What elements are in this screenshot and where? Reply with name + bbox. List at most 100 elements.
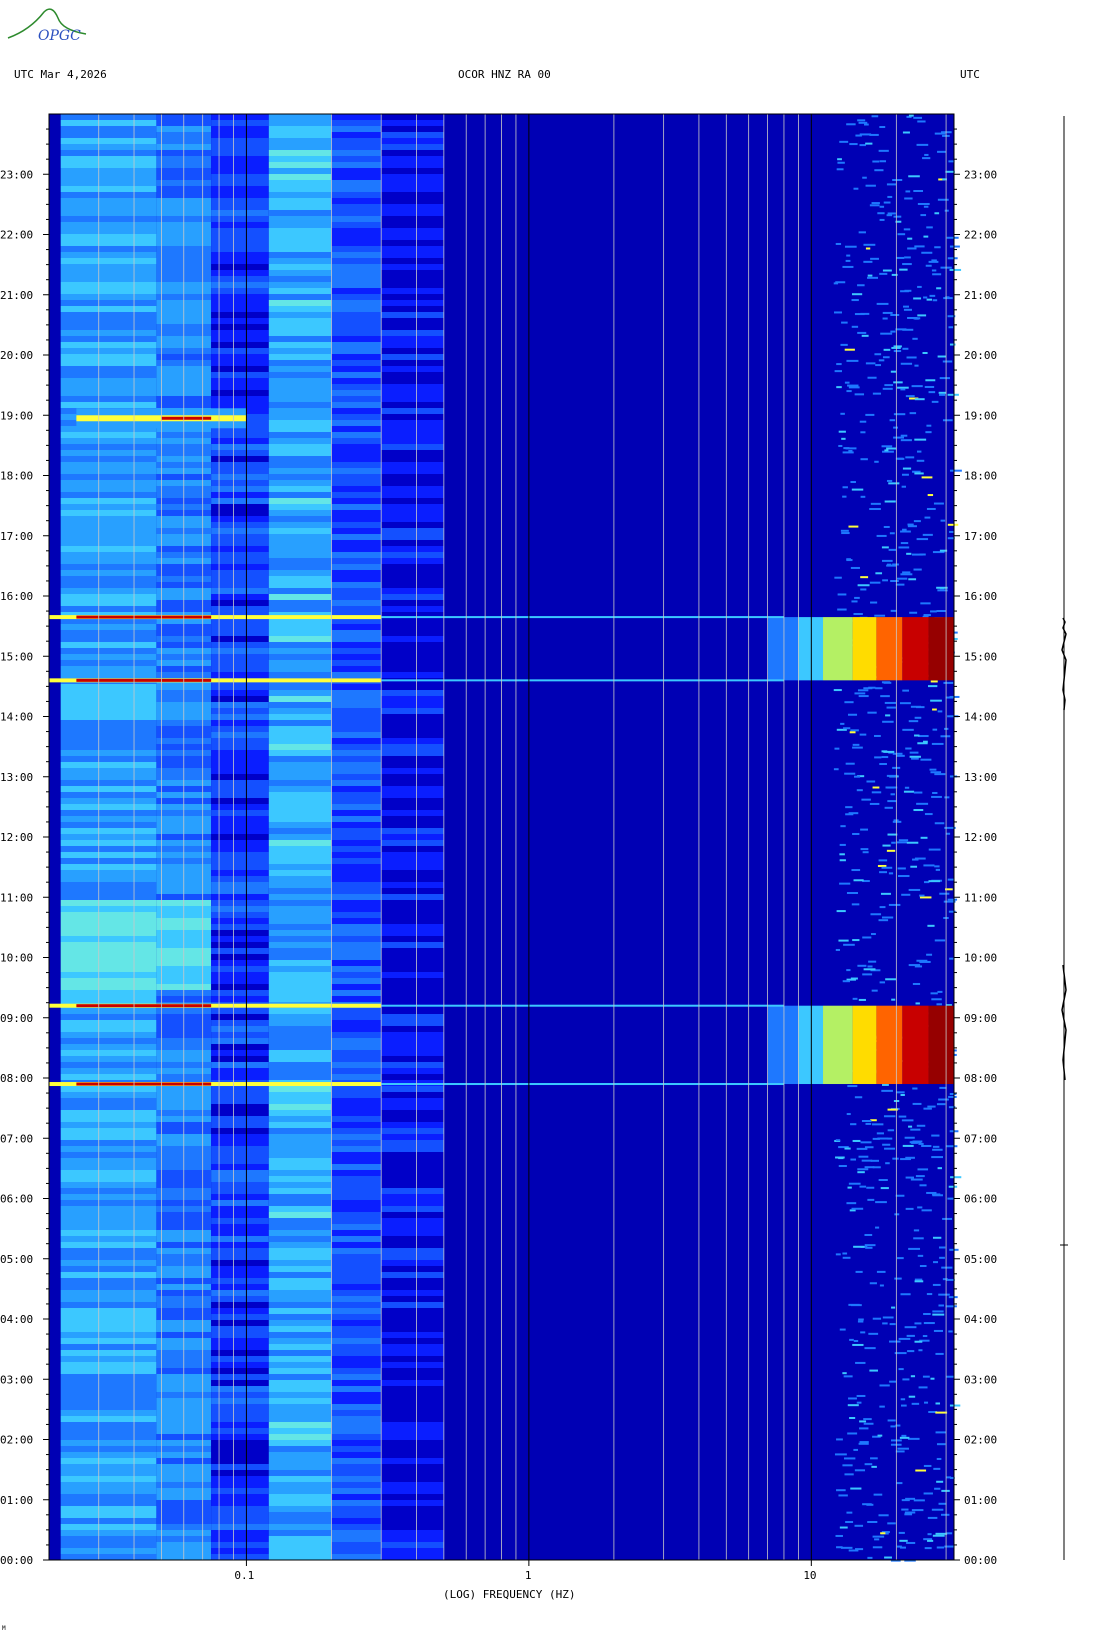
band-strip <box>60 990 157 996</box>
noise-dash <box>884 1556 892 1559</box>
band-strip <box>268 144 332 150</box>
noise-dash <box>945 696 954 699</box>
band-strip <box>381 402 444 408</box>
band-strip <box>268 1146 332 1152</box>
band-strip <box>381 1338 444 1344</box>
band-strip <box>331 204 382 210</box>
band-strip <box>60 786 157 792</box>
band-strip <box>60 684 157 690</box>
band-strip <box>60 276 157 282</box>
noise-dash <box>899 702 911 705</box>
band-strip <box>211 570 269 576</box>
band-strip <box>268 960 332 966</box>
band-strip <box>60 576 157 582</box>
noise-dash <box>900 1293 911 1296</box>
band-strip <box>211 672 269 678</box>
band-strip <box>381 216 444 222</box>
noise-dash <box>852 832 860 835</box>
noise-dash <box>893 345 902 348</box>
band-strip <box>331 1242 382 1248</box>
band-strip <box>331 1050 382 1056</box>
noise-dash <box>891 1306 896 1309</box>
band-strip <box>331 1464 382 1470</box>
band-strip <box>268 948 332 954</box>
noise-dash <box>845 813 854 816</box>
noise-dash <box>924 1547 932 1550</box>
noise-dash <box>878 919 889 922</box>
band-strip <box>60 198 157 204</box>
noise-dash <box>840 412 845 415</box>
band-strip <box>60 1014 157 1020</box>
noise-dash <box>871 989 878 992</box>
noise-dash <box>947 393 959 396</box>
band-strip <box>60 450 157 456</box>
noise-dash <box>926 226 933 229</box>
y-tick-label-left: 17:00 <box>0 530 33 543</box>
band-strip <box>60 1158 157 1164</box>
band-strip <box>381 1176 444 1182</box>
band-strip <box>381 240 444 246</box>
band-strip <box>331 510 382 516</box>
band-strip <box>268 1476 332 1482</box>
band-strip <box>60 798 157 804</box>
y-tick-label-right: 18:00 <box>964 470 997 483</box>
band-strip <box>331 1074 382 1080</box>
noise-dash <box>854 1096 863 1099</box>
band-strip <box>60 354 157 360</box>
band-strip <box>211 324 269 330</box>
noise-dash <box>872 1137 880 1140</box>
band-strip <box>268 1506 332 1512</box>
noise-dash <box>938 1293 950 1296</box>
band-strip <box>60 666 157 672</box>
band-strip <box>60 1296 157 1302</box>
noise-dash <box>857 584 870 587</box>
band-strip <box>60 978 157 984</box>
noise-dash <box>931 269 937 272</box>
noise-dash <box>859 1420 867 1423</box>
noise-dash <box>945 1532 953 1535</box>
band-strip <box>381 1362 444 1368</box>
noise-dash <box>897 1257 904 1260</box>
band-strip <box>268 1254 332 1260</box>
band-strip <box>331 888 382 894</box>
noise-dash <box>859 1441 869 1444</box>
band-strip <box>211 1362 269 1368</box>
band-strip <box>381 1014 444 1020</box>
band-strip <box>331 408 382 414</box>
band-strip <box>381 228 444 234</box>
noise-dash <box>865 362 876 365</box>
hot-block <box>852 1005 877 1085</box>
band-strip <box>331 612 382 618</box>
band-strip <box>60 348 157 354</box>
band-strip <box>331 1254 382 1260</box>
band-strip <box>331 882 382 888</box>
noise-dash <box>922 157 931 160</box>
band-strip <box>381 1212 444 1218</box>
band-strip <box>381 1164 444 1170</box>
band-strip <box>60 1188 157 1194</box>
band-strip <box>381 1410 444 1416</box>
band-strip <box>331 1422 382 1428</box>
band-strip <box>268 288 332 294</box>
band-strip <box>211 840 269 846</box>
band-strip <box>381 1158 444 1164</box>
band-strip <box>381 846 444 852</box>
noise-dash <box>859 420 867 423</box>
noise-dash <box>911 385 923 388</box>
spectral-bands <box>60 114 444 1560</box>
noise-dash <box>919 553 926 556</box>
noise-dash <box>851 488 864 491</box>
band-strip <box>211 372 269 378</box>
band-strip <box>60 222 157 228</box>
band-strip <box>268 1464 332 1470</box>
band-strip <box>60 1392 157 1398</box>
noise-dash <box>850 729 859 732</box>
band-strip <box>268 510 332 516</box>
noise-dash <box>930 680 938 683</box>
noise-dash <box>912 1140 923 1143</box>
band-strip <box>268 666 332 672</box>
band-strip <box>211 1236 269 1242</box>
noise-dash <box>848 525 859 528</box>
band-strip <box>268 1098 332 1104</box>
band-strip <box>60 1320 157 1326</box>
